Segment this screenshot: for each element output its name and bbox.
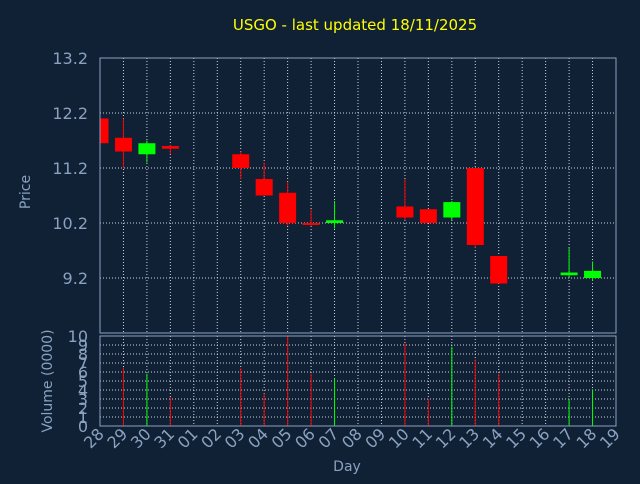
candle-body-28 <box>100 118 109 144</box>
candle-body-17 <box>560 272 578 276</box>
volume-tick-label: 5 <box>78 372 88 391</box>
volume-plot-frame <box>99 335 617 427</box>
volume-tick-label: 10 <box>68 327 88 346</box>
candle-body-13 <box>466 168 484 245</box>
volume-tick-label: 7 <box>78 354 88 373</box>
volume-tick-label: 1 <box>78 408 88 427</box>
volume-axis-label: Volume (0000) <box>40 329 56 432</box>
candle-body-31 <box>161 146 179 149</box>
candle-body-12 <box>443 202 461 218</box>
candle-body-05 <box>279 192 297 223</box>
volume-bars <box>122 336 594 426</box>
price-tick-label: 11.2 <box>52 159 88 178</box>
candle-body-06 <box>302 223 320 225</box>
price-tick-label: 10.2 <box>52 214 88 233</box>
candle-body-18 <box>584 270 602 278</box>
price-axis-label: Price <box>18 175 34 209</box>
candle-body-30 <box>138 143 156 155</box>
chart-title: USGO - last updated 18/11/2025 <box>233 16 477 34</box>
candle-body-07 <box>326 220 344 223</box>
candle-body-11 <box>419 209 437 223</box>
volume-tick-label: 0 <box>78 417 88 436</box>
price-tick-label: 12.2 <box>52 104 88 123</box>
candle-body-03 <box>232 154 250 168</box>
day-tick-labels: 2829303101020304050607080910111213141516… <box>80 424 624 452</box>
candles <box>99 118 602 284</box>
volume-tick-label: 3 <box>78 390 88 409</box>
volume-tick-label: 4 <box>78 381 88 400</box>
volume-tick-label: 6 <box>78 363 88 382</box>
volume-tick-label: 8 <box>78 345 88 364</box>
price-tick-labels: 13.2 12.2 11.2 10.2 9.2 <box>52 49 88 288</box>
day-axis-label: Day <box>333 459 361 475</box>
price-tick-label: 9.2 <box>63 269 88 288</box>
volume-tick-label: 2 <box>78 399 88 418</box>
volume-tick-label: 9 <box>78 336 88 355</box>
candle-body-29 <box>114 137 132 152</box>
candle-body-14 <box>490 256 508 284</box>
candle-body-10 <box>396 206 414 218</box>
price-plot-frame <box>99 57 617 334</box>
candle-body-04 <box>255 179 273 196</box>
price-tick-label: 13.2 <box>52 49 88 68</box>
